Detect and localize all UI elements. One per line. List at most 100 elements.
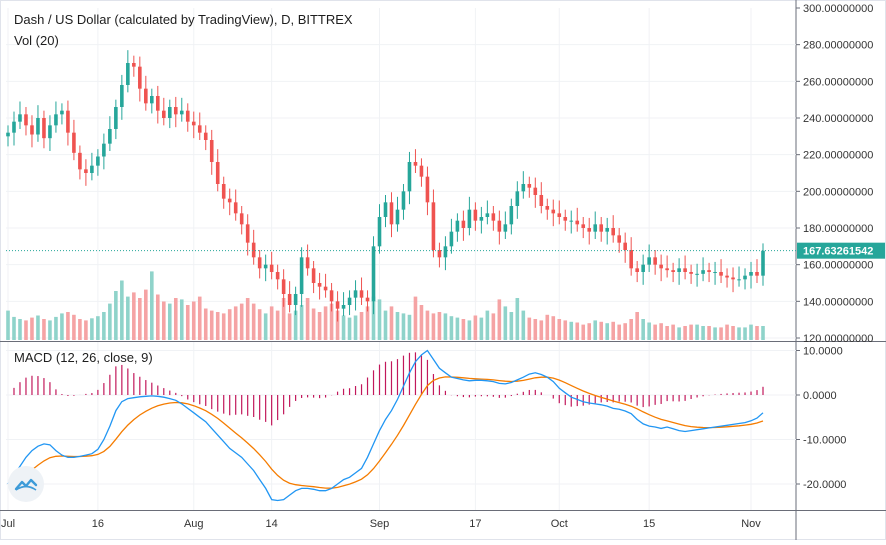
macd-signal-line: [7, 376, 764, 489]
candle-body: [203, 132, 208, 140]
volume-bar: [671, 324, 675, 340]
volume-bar: [503, 306, 508, 340]
candle-body: [683, 268, 687, 272]
volume-bar: [611, 321, 615, 340]
volume-bar: [731, 326, 735, 340]
volume-bar: [665, 326, 669, 340]
volume-bar: [305, 298, 310, 340]
volume-bar: [120, 280, 124, 340]
volume-bar: [437, 312, 442, 340]
volume-bar: [293, 310, 298, 340]
volume-bar: [647, 322, 651, 340]
candle-body: [623, 242, 627, 250]
candle-body: [527, 184, 532, 188]
volume-bar: [317, 312, 322, 340]
volume-bar: [407, 314, 412, 340]
candle-body: [102, 143, 106, 157]
candle-body: [587, 228, 592, 232]
candle-body: [761, 250, 765, 276]
candle-body: [138, 66, 142, 89]
volume-bar: [90, 318, 94, 340]
volume-bar: [431, 313, 436, 340]
volume-bar: [132, 292, 136, 340]
candle-body: [335, 301, 340, 309]
volume-bar: [185, 305, 190, 340]
volume-bar: [443, 313, 448, 340]
time-tick-label: Oct: [551, 518, 568, 530]
volume-bar: [575, 322, 580, 340]
volume-bar: [323, 306, 328, 340]
time-tick-label: Nov: [741, 518, 761, 530]
volume-bar: [239, 303, 244, 340]
candle-body: [251, 242, 256, 258]
candle-body: [563, 217, 568, 221]
volume-bar: [227, 309, 232, 340]
volume-bar: [593, 320, 598, 340]
candle-body: [503, 224, 508, 232]
candle-body: [257, 257, 262, 269]
candle-body: [144, 88, 148, 104]
volume-bar: [461, 319, 466, 340]
volume-bar: [629, 319, 633, 340]
volume-bar: [581, 324, 586, 340]
volume-bar: [713, 327, 717, 340]
volume-bar: [449, 316, 454, 340]
candle-body: [161, 110, 166, 118]
candle-body: [581, 224, 586, 228]
macd-tick-label: -10.0000: [803, 435, 846, 447]
candle-body: [407, 162, 412, 192]
volume-bar: [215, 312, 220, 340]
candle-body: [305, 257, 310, 269]
volume-bar: [341, 315, 346, 340]
volume-bar: [167, 303, 172, 340]
volume-bar: [108, 303, 112, 340]
macd-tick-label: -20.0000: [803, 479, 846, 491]
candle-body: [443, 246, 448, 258]
volume-legend: Vol (20): [14, 33, 59, 48]
candle-body: [329, 290, 334, 302]
volume-bar: [233, 306, 238, 340]
volume-bar: [36, 315, 40, 340]
candle-body: [449, 231, 454, 247]
candle-body: [72, 132, 76, 153]
candle-body: [347, 297, 352, 305]
candle-body: [263, 264, 268, 269]
volume-bar: [569, 321, 574, 340]
candle-body: [557, 213, 562, 217]
volume-bar: [287, 313, 292, 340]
candle-body: [437, 250, 442, 258]
candle-body: [90, 165, 94, 173]
volume-bar: [455, 317, 460, 340]
candle-body: [84, 169, 88, 173]
volume-bar: [359, 312, 364, 340]
candle-body: [323, 286, 328, 291]
candle-body: [108, 129, 112, 144]
volume-bar: [48, 320, 52, 340]
candle-body: [485, 213, 490, 217]
candle-body: [275, 272, 280, 280]
candle-body: [281, 279, 286, 294]
volume-bar: [515, 298, 520, 340]
candle-body: [191, 121, 196, 126]
candle-body: [551, 209, 556, 214]
candle-body: [215, 162, 220, 184]
volume-bar: [24, 320, 28, 340]
volume-bar: [96, 316, 100, 340]
candle-body: [719, 272, 723, 276]
price-tick-label: 120.00000000: [803, 333, 873, 345]
volume-bar: [371, 296, 376, 340]
candle-body: [389, 202, 394, 225]
volume-bar: [485, 310, 490, 340]
candle-body: [18, 114, 22, 122]
price-tick-label: 200.00000000: [803, 186, 873, 198]
candle-body: [24, 114, 28, 126]
candle-body: [173, 107, 178, 115]
candle-body: [239, 213, 244, 225]
volume-bar: [173, 298, 178, 340]
volume-bar: [156, 294, 160, 340]
candle-body: [701, 270, 705, 274]
tradingview-logo-icon[interactable]: [8, 466, 44, 502]
candle-body: [671, 270, 675, 272]
price-tick-label: 300.00000000: [803, 3, 873, 15]
